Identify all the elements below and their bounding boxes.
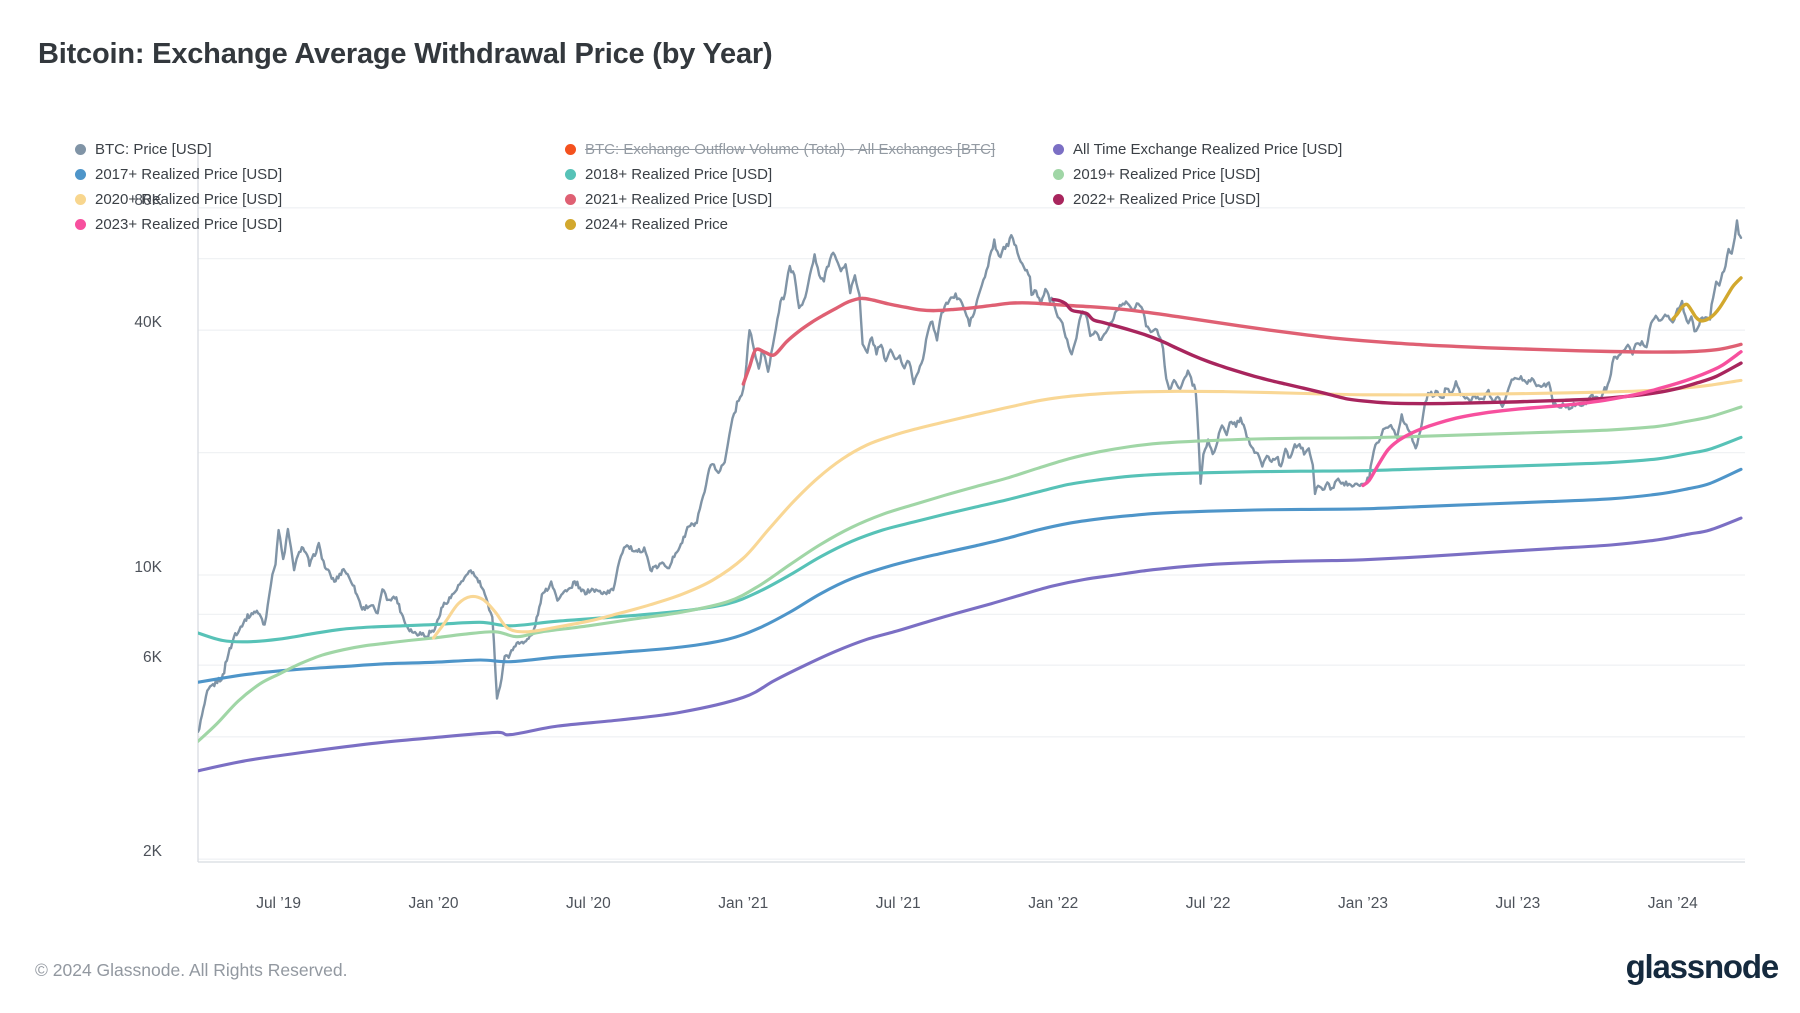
legend-item-4[interactable]: 2018+ Realized Price [USD] bbox=[565, 164, 772, 184]
y-tick-label: 2K bbox=[143, 843, 163, 860]
legend-dot-icon bbox=[1053, 143, 1064, 155]
legend-label: 2018+ Realized Price [USD] bbox=[585, 165, 773, 183]
glassnode-logo: glassnode bbox=[1625, 948, 1780, 985]
series-line-9 bbox=[1671, 276, 1743, 323]
legend: BTC: Price [USD] BTC: Exchange Outflow Vo… bbox=[0, 0, 1800, 250]
x-tick-label: Jan ’22 bbox=[1028, 895, 1078, 912]
legend-label: 2017+ Realized Price [USD] bbox=[95, 165, 283, 183]
legend-item-2[interactable]: All Time Exchange Realized Price [USD] bbox=[1053, 139, 1342, 159]
legend-dot-icon bbox=[565, 218, 576, 230]
y-tick-label: 6K bbox=[143, 649, 163, 666]
y-axis-labels: 80K 40K 10K 6K 2K bbox=[134, 192, 162, 860]
axis-lines bbox=[197, 150, 1745, 863]
series-line-8 bbox=[1361, 350, 1743, 488]
x-tick-label: Jan ’20 bbox=[409, 895, 459, 912]
legend-dot-icon bbox=[565, 168, 576, 180]
legend-dot-icon bbox=[75, 168, 86, 180]
legend-item-8[interactable]: 2022+ Realized Price [USD] bbox=[1053, 189, 1260, 209]
x-tick-label: Jul ’21 bbox=[876, 895, 921, 912]
x-tick-label: Jan ’23 bbox=[1338, 895, 1388, 912]
legend-dot-icon bbox=[75, 193, 86, 205]
legend-label: 2019+ Realized Price [USD] bbox=[1073, 165, 1261, 183]
x-tick-label: Jan ’24 bbox=[1648, 895, 1698, 912]
legend-label: 2020+ Realized Price [USD] bbox=[95, 190, 283, 208]
legend-item-3[interactable]: 2017+ Realized Price [USD] bbox=[75, 164, 282, 184]
x-tick-label: Jul ’19 bbox=[256, 895, 301, 912]
legend-item-5[interactable]: 2019+ Realized Price [USD] bbox=[1053, 164, 1260, 184]
legend-label: 2024+ Realized Price bbox=[585, 215, 729, 233]
legend-item-10[interactable]: 2024+ Realized Price bbox=[565, 214, 728, 234]
series-line-0 bbox=[198, 219, 1743, 733]
y-tick-label: 10K bbox=[134, 559, 162, 576]
copyright-text: © 2024 Glassnode. All Rights Reserved. bbox=[35, 960, 348, 980]
page-title: Bitcoin: Exchange Average Withdrawal Pri… bbox=[38, 38, 773, 70]
y-tick-label: 40K bbox=[134, 314, 162, 331]
x-axis-labels: Jul ’19 Jan ’20 Jul ’20 Jan ’21 Jul ’21 Jan ’… bbox=[256, 895, 1698, 912]
x-tick-label: Jul ’23 bbox=[1495, 895, 1540, 912]
series-line-2 bbox=[198, 467, 1743, 684]
legend-dot-icon bbox=[1053, 193, 1064, 205]
series-line-5 bbox=[431, 378, 1743, 640]
grid-lines bbox=[198, 207, 1745, 860]
legend-dot-icon bbox=[75, 143, 86, 155]
x-tick-label: Jul ’22 bbox=[1186, 895, 1231, 912]
series-line-3 bbox=[198, 435, 1743, 644]
series-line-4 bbox=[198, 405, 1743, 743]
legend-item-1[interactable]: BTC: Exchange Outflow Volume (Total) - A… bbox=[565, 139, 995, 159]
legend-label: 2021+ Realized Price [USD] bbox=[585, 190, 773, 208]
legend-dot-icon bbox=[565, 193, 576, 205]
legend-item-9[interactable]: 2023+ Realized Price [USD] bbox=[75, 214, 282, 234]
legend-item-0[interactable]: BTC: Price [USD] bbox=[75, 139, 212, 159]
series-line-1 bbox=[198, 516, 1743, 773]
legend-dot-icon bbox=[1053, 168, 1064, 180]
legend-dot-icon bbox=[565, 143, 576, 155]
legend-dot-icon bbox=[75, 218, 86, 230]
legend-label: All Time Exchange Realized Price [USD] bbox=[1073, 140, 1343, 158]
y-tick-label: 80K bbox=[134, 192, 162, 209]
legend-label: 2022+ Realized Price [USD] bbox=[1073, 190, 1261, 208]
legend-label: 2023+ Realized Price [USD] bbox=[95, 215, 283, 233]
x-tick-label: Jan ’21 bbox=[718, 895, 768, 912]
series-lines bbox=[198, 219, 1743, 773]
legend-item-7[interactable]: 2021+ Realized Price [USD] bbox=[565, 189, 772, 209]
legend-label: BTC: Price [USD] bbox=[95, 140, 212, 158]
x-tick-label: Jul ’20 bbox=[566, 895, 611, 912]
legend-item-6[interactable]: 2020+ Realized Price [USD] bbox=[75, 189, 282, 209]
series-line-7 bbox=[1051, 297, 1743, 406]
legend-label: BTC: Exchange Outflow Volume (Total) - A… bbox=[585, 140, 996, 158]
